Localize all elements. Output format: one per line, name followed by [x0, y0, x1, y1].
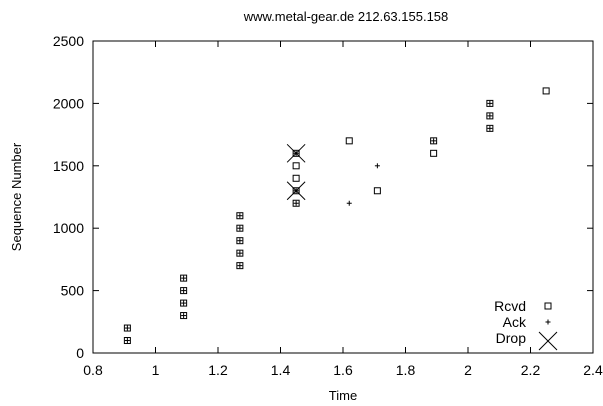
series-drop	[286, 143, 306, 201]
rcvd-point	[236, 249, 244, 257]
rcvd-point	[180, 299, 188, 307]
rcvd-point	[236, 224, 244, 232]
y-tick-label: 1500	[53, 158, 84, 174]
rcvd-point	[236, 262, 244, 270]
rcvd-point	[292, 174, 300, 182]
ack-point	[181, 313, 187, 319]
drop-point	[286, 143, 306, 163]
rcvd-point	[542, 87, 550, 95]
ack-point	[181, 288, 187, 294]
legend-label: Rcvd	[494, 298, 526, 314]
legend-label: Ack	[503, 314, 527, 330]
rcvd-point	[292, 162, 300, 170]
x-tick-labels: 0.8 1 1.2 1.4 1.6 1.8 2 2.2 2.4	[83, 362, 603, 378]
x-tick-label: 2.4	[583, 362, 603, 378]
y-tick-label: 500	[61, 283, 85, 299]
y-tick-label: 1000	[53, 220, 84, 236]
rcvd-point	[236, 212, 244, 220]
rcvd-point	[180, 312, 188, 320]
series-ack	[124, 100, 493, 344]
axis-ticks	[92, 40, 594, 354]
rcvd-point	[486, 99, 494, 107]
rcvd-point	[180, 287, 188, 295]
ack-point	[124, 338, 130, 344]
x-tick-label: 1	[152, 362, 160, 378]
y-tick-label: 2500	[53, 33, 84, 49]
legend-marker-rcvd	[544, 302, 552, 310]
chart-title: www.metal-gear.de 212.63.155.158	[243, 9, 449, 24]
y-tick-label: 0	[76, 345, 84, 361]
rcvd-point	[430, 137, 438, 145]
ack-point	[237, 238, 243, 244]
rcvd-point	[430, 149, 438, 157]
legend-item-ack: Ack	[503, 314, 551, 330]
rcvd-point	[292, 199, 300, 207]
ack-point	[181, 275, 187, 281]
x-tick-label: 1.8	[396, 362, 416, 378]
ack-point	[237, 225, 243, 231]
ack-point	[487, 113, 493, 119]
rcvd-point	[236, 237, 244, 245]
rcvd-point	[123, 324, 131, 332]
x-tick-label: 1.4	[271, 362, 291, 378]
legend-label: Drop	[496, 330, 527, 346]
rcvd-point	[486, 112, 494, 120]
x-tick-label: 1.2	[208, 362, 228, 378]
y-tick-label: 2000	[53, 95, 84, 111]
data-points	[123, 87, 550, 345]
x-tick-label: 2	[464, 362, 472, 378]
ack-point	[374, 163, 380, 169]
rcvd-point	[292, 149, 300, 157]
x-tick-label: 0.8	[83, 362, 103, 378]
ack-point	[237, 213, 243, 219]
ack-point	[487, 100, 493, 106]
rcvd-point	[292, 187, 300, 195]
ack-point	[237, 250, 243, 256]
rcvd-point	[345, 137, 353, 145]
rcvd-point	[180, 274, 188, 282]
series-rcvd	[123, 87, 550, 345]
legend-item-drop: Drop	[496, 330, 558, 351]
ack-point	[346, 200, 352, 206]
legend-marker-ack	[545, 319, 551, 325]
rcvd-point	[123, 337, 131, 345]
ack-point	[124, 325, 130, 331]
x-tick-label: 1.6	[333, 362, 353, 378]
ack-point	[181, 300, 187, 306]
ack-point	[431, 138, 437, 144]
rcvd-point	[373, 187, 381, 195]
rcvd-point	[486, 124, 494, 132]
legend-item-rcvd: Rcvd	[494, 298, 552, 314]
drop-point	[286, 181, 306, 201]
y-tick-labels: 0 500 1000 1500 2000 2500	[53, 33, 84, 361]
x-tick-label: 2.2	[521, 362, 541, 378]
x-axis-label: Time	[329, 388, 357, 403]
legend-marker-drop	[538, 331, 558, 351]
ack-point	[237, 263, 243, 269]
y-axis-label: Sequence Number	[9, 142, 24, 251]
ack-point	[293, 200, 299, 206]
ack-point	[487, 125, 493, 131]
